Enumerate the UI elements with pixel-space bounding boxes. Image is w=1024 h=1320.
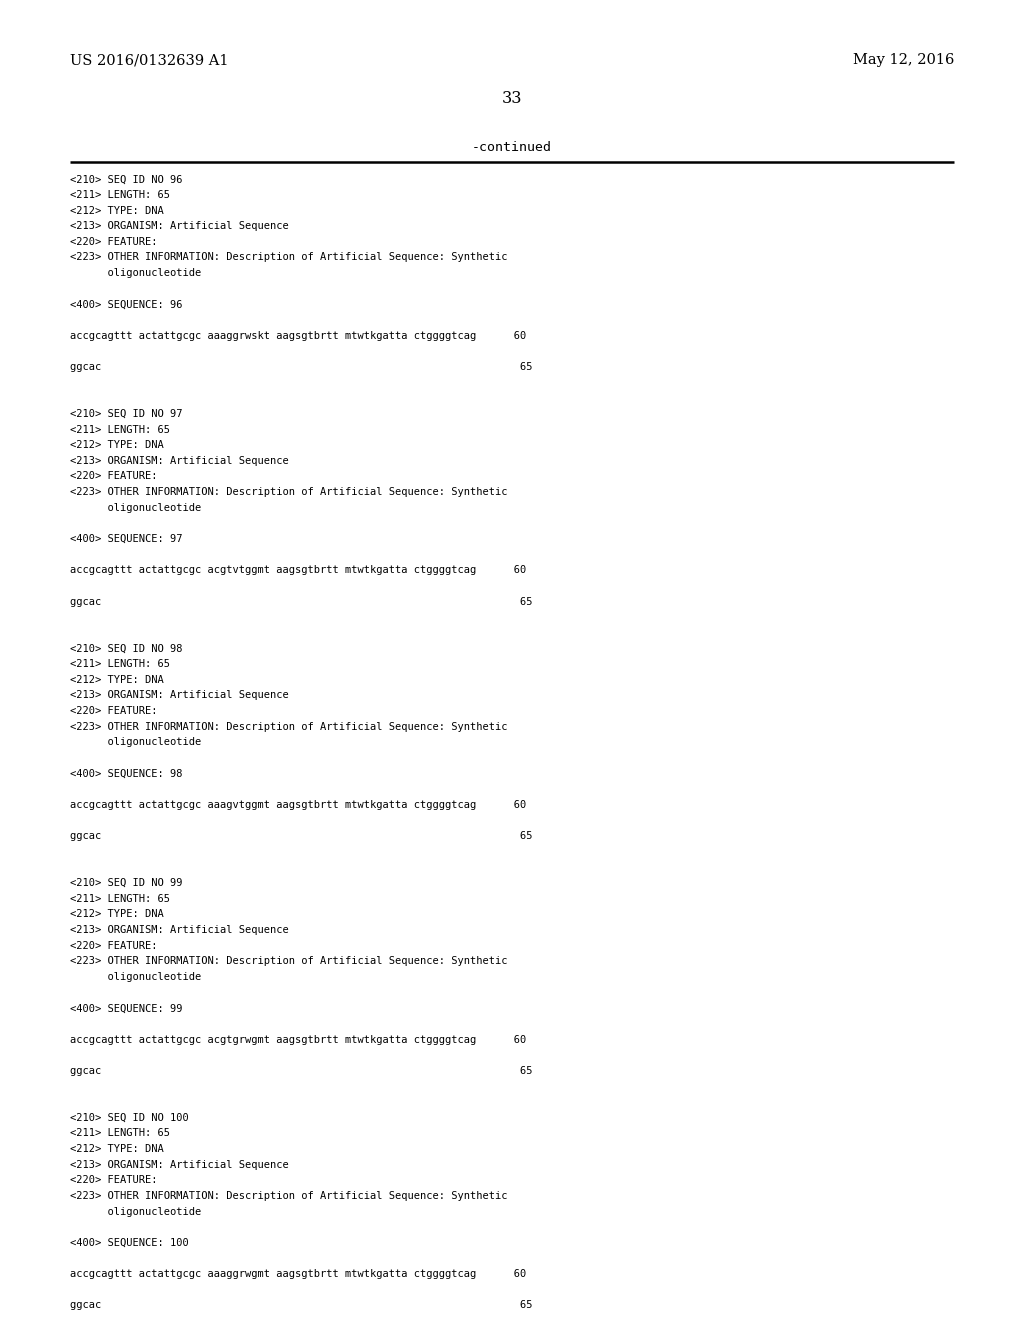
Text: accgcagttt actattgcgc aaaggrwskt aagsgtbrtt mtwtkgatta ctggggtcag      60: accgcagttt actattgcgc aaaggrwskt aagsgtb… xyxy=(70,330,526,341)
Text: <212> TYPE: DNA: <212> TYPE: DNA xyxy=(70,909,164,920)
Text: <212> TYPE: DNA: <212> TYPE: DNA xyxy=(70,440,164,450)
Text: <223> OTHER INFORMATION: Description of Artificial Sequence: Synthetic: <223> OTHER INFORMATION: Description of … xyxy=(70,487,507,498)
Text: <400> SEQUENCE: 98: <400> SEQUENCE: 98 xyxy=(70,768,182,779)
Text: ggcac                                                                   65: ggcac 65 xyxy=(70,1065,532,1076)
Text: accgcagttt actattgcgc aaaggrwgmt aagsgtbrtt mtwtkgatta ctggggtcag      60: accgcagttt actattgcgc aaaggrwgmt aagsgtb… xyxy=(70,1269,526,1279)
Text: <210> SEQ ID NO 99: <210> SEQ ID NO 99 xyxy=(70,878,182,888)
Text: 33: 33 xyxy=(502,90,522,107)
Text: <212> TYPE: DNA: <212> TYPE: DNA xyxy=(70,675,164,685)
Text: oligonucleotide: oligonucleotide xyxy=(70,972,201,982)
Text: <400> SEQUENCE: 100: <400> SEQUENCE: 100 xyxy=(70,1238,188,1247)
Text: <220> FEATURE:: <220> FEATURE: xyxy=(70,471,157,482)
Text: <210> SEQ ID NO 98: <210> SEQ ID NO 98 xyxy=(70,644,182,653)
Text: <213> ORGANISM: Artificial Sequence: <213> ORGANISM: Artificial Sequence xyxy=(70,455,289,466)
Text: <400> SEQUENCE: 99: <400> SEQUENCE: 99 xyxy=(70,1003,182,1014)
Text: <211> LENGTH: 65: <211> LENGTH: 65 xyxy=(70,425,170,434)
Text: oligonucleotide: oligonucleotide xyxy=(70,1206,201,1217)
Text: accgcagttt actattgcgc acgtvtggmt aagsgtbrtt mtwtkgatta ctggggtcag      60: accgcagttt actattgcgc acgtvtggmt aagsgtb… xyxy=(70,565,526,576)
Text: <213> ORGANISM: Artificial Sequence: <213> ORGANISM: Artificial Sequence xyxy=(70,690,289,701)
Text: oligonucleotide: oligonucleotide xyxy=(70,503,201,512)
Text: <211> LENGTH: 65: <211> LENGTH: 65 xyxy=(70,190,170,199)
Text: <211> LENGTH: 65: <211> LENGTH: 65 xyxy=(70,894,170,904)
Text: ggcac                                                                   65: ggcac 65 xyxy=(70,362,532,372)
Text: <223> OTHER INFORMATION: Description of Artificial Sequence: Synthetic: <223> OTHER INFORMATION: Description of … xyxy=(70,722,507,731)
Text: oligonucleotide: oligonucleotide xyxy=(70,738,201,747)
Text: <223> OTHER INFORMATION: Description of Artificial Sequence: Synthetic: <223> OTHER INFORMATION: Description of … xyxy=(70,1191,507,1201)
Text: <211> LENGTH: 65: <211> LENGTH: 65 xyxy=(70,1129,170,1138)
Text: <213> ORGANISM: Artificial Sequence: <213> ORGANISM: Artificial Sequence xyxy=(70,1160,289,1170)
Text: May 12, 2016: May 12, 2016 xyxy=(853,53,954,67)
Text: <220> FEATURE:: <220> FEATURE: xyxy=(70,236,157,247)
Text: <220> FEATURE:: <220> FEATURE: xyxy=(70,706,157,715)
Text: ggcac                                                                   65: ggcac 65 xyxy=(70,832,532,841)
Text: ggcac                                                                   65: ggcac 65 xyxy=(70,597,532,607)
Text: <400> SEQUENCE: 96: <400> SEQUENCE: 96 xyxy=(70,300,182,309)
Text: <223> OTHER INFORMATION: Description of Artificial Sequence: Synthetic: <223> OTHER INFORMATION: Description of … xyxy=(70,252,507,263)
Text: <210> SEQ ID NO 100: <210> SEQ ID NO 100 xyxy=(70,1113,188,1123)
Text: <212> TYPE: DNA: <212> TYPE: DNA xyxy=(70,206,164,215)
Text: <220> FEATURE:: <220> FEATURE: xyxy=(70,941,157,950)
Text: -continued: -continued xyxy=(472,141,552,154)
Text: <213> ORGANISM: Artificial Sequence: <213> ORGANISM: Artificial Sequence xyxy=(70,222,289,231)
Text: <210> SEQ ID NO 96: <210> SEQ ID NO 96 xyxy=(70,174,182,185)
Text: <400> SEQUENCE: 97: <400> SEQUENCE: 97 xyxy=(70,535,182,544)
Text: <212> TYPE: DNA: <212> TYPE: DNA xyxy=(70,1144,164,1154)
Text: accgcagttt actattgcgc acgtgrwgmt aagsgtbrtt mtwtkgatta ctggggtcag      60: accgcagttt actattgcgc acgtgrwgmt aagsgtb… xyxy=(70,1035,526,1044)
Text: <220> FEATURE:: <220> FEATURE: xyxy=(70,1175,157,1185)
Text: US 2016/0132639 A1: US 2016/0132639 A1 xyxy=(70,53,228,67)
Text: <210> SEQ ID NO 97: <210> SEQ ID NO 97 xyxy=(70,409,182,418)
Text: oligonucleotide: oligonucleotide xyxy=(70,268,201,279)
Text: accgcagttt actattgcgc aaagvtggmt aagsgtbrtt mtwtkgatta ctggggtcag      60: accgcagttt actattgcgc aaagvtggmt aagsgtb… xyxy=(70,800,526,810)
Text: <213> ORGANISM: Artificial Sequence: <213> ORGANISM: Artificial Sequence xyxy=(70,925,289,935)
Text: <223> OTHER INFORMATION: Description of Artificial Sequence: Synthetic: <223> OTHER INFORMATION: Description of … xyxy=(70,956,507,966)
Text: ggcac                                                                   65: ggcac 65 xyxy=(70,1300,532,1311)
Text: <211> LENGTH: 65: <211> LENGTH: 65 xyxy=(70,659,170,669)
